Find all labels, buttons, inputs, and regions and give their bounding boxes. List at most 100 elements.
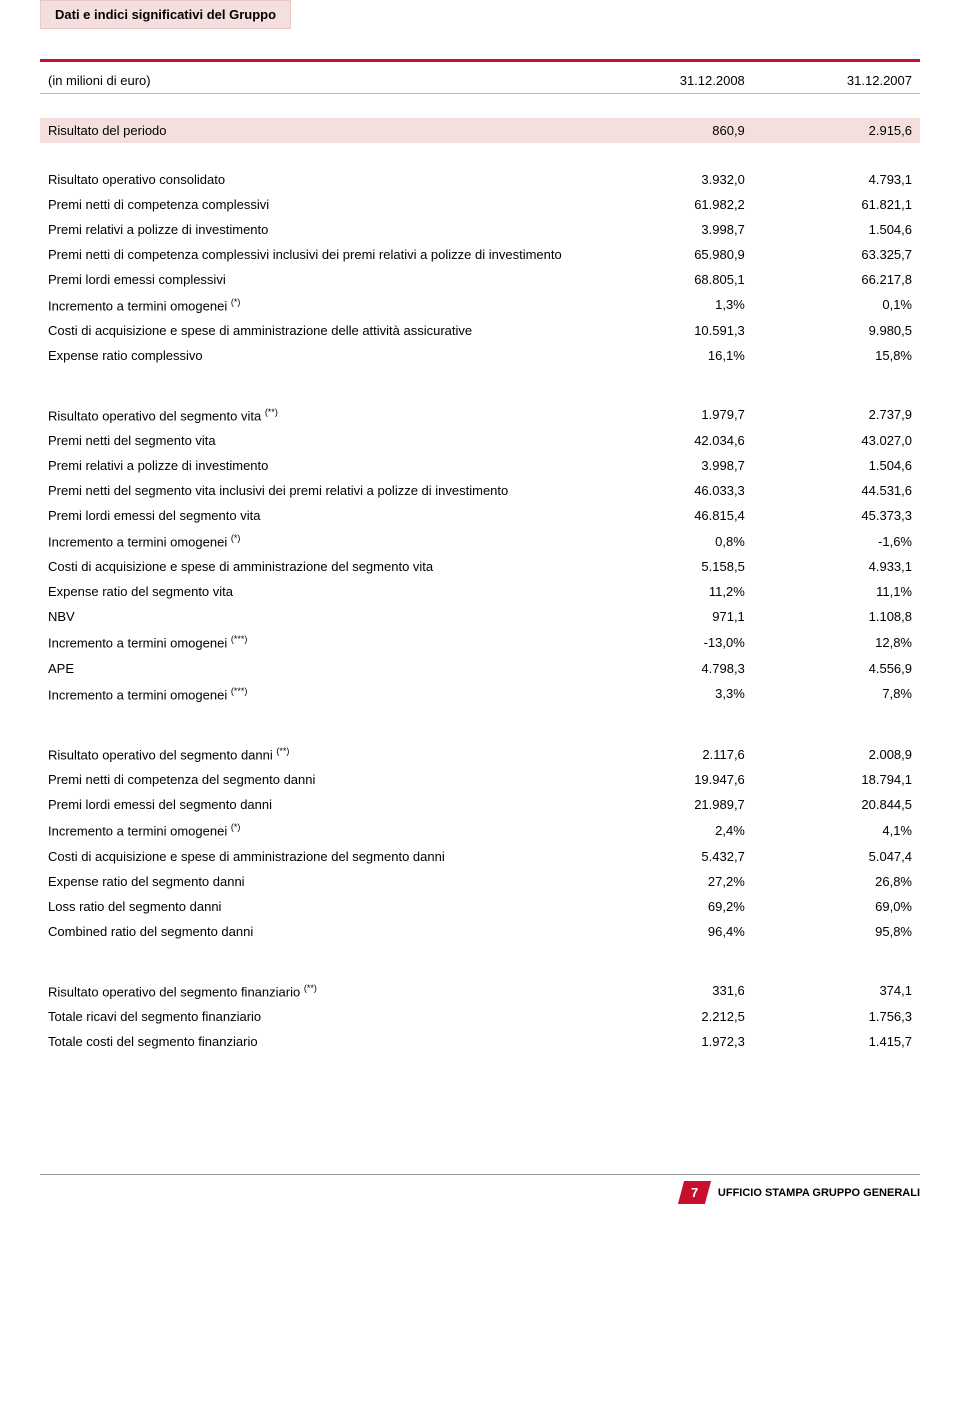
group-header-row: Risultato operativo consolidato3.932,04.… bbox=[40, 167, 920, 192]
highlight-row: Risultato del periodo860,92.915,6 bbox=[40, 118, 920, 143]
value-c2: 18.794,1 bbox=[753, 767, 920, 792]
value-c2: 4.933,1 bbox=[753, 554, 920, 579]
spacer-row bbox=[40, 707, 920, 741]
value-c2: 9.980,5 bbox=[753, 318, 920, 343]
data-row: Incremento a termini omogenei (*)1,3%0,1… bbox=[40, 292, 920, 318]
value-c1: 68.805,1 bbox=[586, 267, 753, 292]
value-c2: 43.027,0 bbox=[753, 428, 920, 453]
row-label: Premi lordi emessi complessivi bbox=[40, 267, 586, 292]
group-header-row: Risultato operativo del segmento finanzi… bbox=[40, 978, 920, 1004]
data-row: Costi di acquisizione e spese di amminis… bbox=[40, 844, 920, 869]
value-c2: 4,1% bbox=[753, 817, 920, 843]
value-c2: 2.737,9 bbox=[753, 402, 920, 428]
value-c1: 27,2% bbox=[586, 869, 753, 894]
row-label: Premi netti del segmento vita bbox=[40, 428, 586, 453]
value-c1: 331,6 bbox=[586, 978, 753, 1004]
data-row: Loss ratio del segmento danni69,2%69,0% bbox=[40, 894, 920, 919]
data-row: APE4.798,34.556,9 bbox=[40, 656, 920, 681]
row-label: Risultato operativo del segmento vita (*… bbox=[40, 402, 586, 428]
value-c1: 3.998,7 bbox=[586, 217, 753, 242]
value-c2: 1.504,6 bbox=[753, 453, 920, 478]
value-c2: 63.325,7 bbox=[753, 242, 920, 267]
footer-text: UFFICIO STAMPA GRUPPO GENERALI bbox=[718, 1187, 920, 1199]
data-row: Premi lordi emessi del segmento danni21.… bbox=[40, 792, 920, 817]
value-c1: 860,9 bbox=[586, 118, 753, 143]
value-c2: 45.373,3 bbox=[753, 503, 920, 528]
value-c1: 10.591,3 bbox=[586, 318, 753, 343]
col-header-2: 31.12.2007 bbox=[753, 68, 920, 94]
value-c1: 3,3% bbox=[586, 681, 753, 707]
value-c2: 95,8% bbox=[753, 919, 920, 944]
value-c2: 1.108,8 bbox=[753, 604, 920, 629]
row-label: Premi lordi emessi del segmento vita bbox=[40, 503, 586, 528]
page-title: Dati e indici significativi del Gruppo bbox=[40, 0, 291, 29]
value-c1: 46.815,4 bbox=[586, 503, 753, 528]
value-c1: 0,8% bbox=[586, 528, 753, 554]
data-row: Expense ratio del segmento vita11,2%11,1… bbox=[40, 579, 920, 604]
row-label: Expense ratio complessivo bbox=[40, 343, 586, 368]
row-label: Incremento a termini omogenei (***) bbox=[40, 681, 586, 707]
row-label: Costi di acquisizione e spese di amminis… bbox=[40, 554, 586, 579]
value-c2: 1.756,3 bbox=[753, 1004, 920, 1029]
value-c1: 1.972,3 bbox=[586, 1029, 753, 1054]
value-c1: 11,2% bbox=[586, 579, 753, 604]
value-c1: -13,0% bbox=[586, 629, 753, 655]
data-row: Costi di acquisizione e spese di amminis… bbox=[40, 554, 920, 579]
value-c1: 65.980,9 bbox=[586, 242, 753, 267]
value-c1: 1,3% bbox=[586, 292, 753, 318]
row-label: Combined ratio del segmento danni bbox=[40, 919, 586, 944]
value-c2: 2.008,9 bbox=[753, 741, 920, 767]
data-row: Premi netti di competenza complessivi in… bbox=[40, 242, 920, 267]
value-c2: 4.793,1 bbox=[753, 167, 920, 192]
data-row: Incremento a termini omogenei (***)3,3%7… bbox=[40, 681, 920, 707]
row-label: Premi lordi emessi del segmento danni bbox=[40, 792, 586, 817]
value-c2: 11,1% bbox=[753, 579, 920, 604]
data-row: Combined ratio del segmento danni96,4%95… bbox=[40, 919, 920, 944]
value-c2: 1.504,6 bbox=[753, 217, 920, 242]
row-label: Totale costi del segmento finanziario bbox=[40, 1029, 586, 1054]
value-c1: 19.947,6 bbox=[586, 767, 753, 792]
value-c1: 42.034,6 bbox=[586, 428, 753, 453]
value-c2: 66.217,8 bbox=[753, 267, 920, 292]
row-label: Loss ratio del segmento danni bbox=[40, 894, 586, 919]
value-c1: 21.989,7 bbox=[586, 792, 753, 817]
row-label: Incremento a termini omogenei (*) bbox=[40, 292, 586, 318]
row-label: NBV bbox=[40, 604, 586, 629]
data-row: Premi netti del segmento vita42.034,643.… bbox=[40, 428, 920, 453]
value-c2: 1.415,7 bbox=[753, 1029, 920, 1054]
value-c1: 69,2% bbox=[586, 894, 753, 919]
data-row: Premi lordi emessi del segmento vita46.8… bbox=[40, 503, 920, 528]
data-row: Expense ratio del segmento danni27,2%26,… bbox=[40, 869, 920, 894]
row-label: Premi relativi a polizze di investimento bbox=[40, 217, 586, 242]
page-footer: 7 UFFICIO STAMPA GRUPPO GENERALI bbox=[40, 1174, 920, 1204]
data-row: Premi relativi a polizze di investimento… bbox=[40, 217, 920, 242]
group-header-row: Risultato operativo del segmento vita (*… bbox=[40, 402, 920, 428]
row-label: Expense ratio del segmento vita bbox=[40, 579, 586, 604]
data-row: Incremento a termini omogenei (***)-13,0… bbox=[40, 629, 920, 655]
value-c2: 69,0% bbox=[753, 894, 920, 919]
value-c1: 96,4% bbox=[586, 919, 753, 944]
row-label: Costi di acquisizione e spese di amminis… bbox=[40, 844, 586, 869]
value-c1: 2.117,6 bbox=[586, 741, 753, 767]
data-row: Totale costi del segmento finanziario1.9… bbox=[40, 1029, 920, 1054]
value-c1: 5.432,7 bbox=[586, 844, 753, 869]
data-row: Incremento a termini omogenei (*)2,4%4,1… bbox=[40, 817, 920, 843]
spacer-row bbox=[40, 94, 920, 118]
row-label: Premi relativi a polizze di investimento bbox=[40, 453, 586, 478]
data-row: Expense ratio complessivo16,1%15,8% bbox=[40, 343, 920, 368]
value-c2: 20.844,5 bbox=[753, 792, 920, 817]
value-c2: 0,1% bbox=[753, 292, 920, 318]
data-row: Premi netti del segmento vita inclusivi … bbox=[40, 478, 920, 503]
data-row: NBV971,11.108,8 bbox=[40, 604, 920, 629]
data-row: Totale ricavi del segmento finanziario2.… bbox=[40, 1004, 920, 1029]
value-c2: 7,8% bbox=[753, 681, 920, 707]
data-row: Incremento a termini omogenei (*)0,8%-1,… bbox=[40, 528, 920, 554]
row-label: Premi netti di competenza complessivi bbox=[40, 192, 586, 217]
value-c1: 3.932,0 bbox=[586, 167, 753, 192]
row-label: Risultato operativo del segmento danni (… bbox=[40, 741, 586, 767]
value-c2: 61.821,1 bbox=[753, 192, 920, 217]
row-label: Premi netti di competenza complessivi in… bbox=[40, 242, 586, 267]
value-c2: 26,8% bbox=[753, 869, 920, 894]
spacer-row bbox=[40, 368, 920, 402]
value-c1: 61.982,2 bbox=[586, 192, 753, 217]
